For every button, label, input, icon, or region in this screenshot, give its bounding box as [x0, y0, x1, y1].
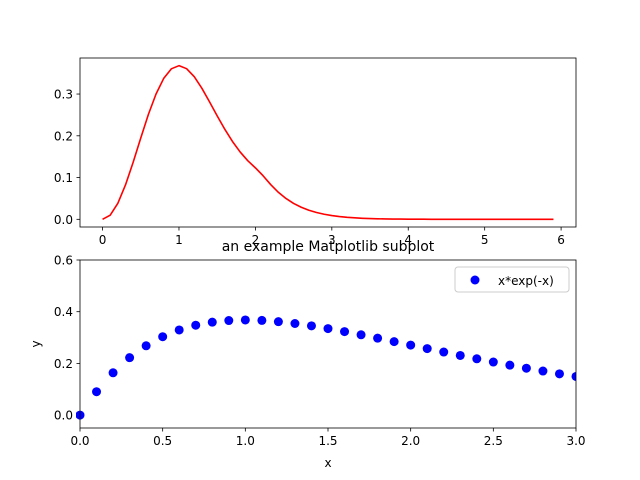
data-point	[257, 315, 267, 325]
data-point	[505, 360, 515, 370]
y-tick-label: 0.0	[54, 409, 73, 423]
data-point	[389, 337, 399, 347]
x-tick-label: 0.0	[70, 434, 89, 448]
x-tick-label: 2.0	[401, 434, 420, 448]
data-point	[554, 369, 564, 379]
y-axis-label: y	[29, 340, 43, 347]
data-point	[224, 316, 234, 326]
x-tick-label: 6	[557, 233, 565, 247]
x-tick-label: 4	[404, 233, 412, 247]
data-point	[340, 327, 350, 337]
data-point	[191, 320, 201, 330]
x-tick-label: 1	[175, 233, 183, 247]
legend-box	[454, 266, 570, 293]
x-tick-label: 0	[99, 233, 107, 247]
x-tick-label: 0.5	[153, 434, 172, 448]
data-point	[290, 319, 300, 328]
data-point	[488, 357, 498, 367]
bottom-scatter-chart: 0.0 0.5 1.0 1.5 2.0 2.5 3.0 0.0 0.2 0.4 0.6 an exa…	[29, 239, 586, 470]
data-point	[92, 387, 102, 397]
x-tick-label: 2.5	[484, 434, 503, 448]
data-point	[141, 341, 151, 351]
data-point	[373, 333, 383, 343]
legend-marker	[470, 275, 480, 285]
data-point	[472, 354, 482, 364]
legend-label: x*exp(-x)	[498, 274, 554, 288]
x-tick-label: 1.0	[236, 434, 255, 448]
y-tick-label: 0.2	[54, 129, 73, 143]
data-point	[521, 363, 531, 373]
data-point	[306, 321, 316, 331]
y-tick-label: 0.4	[54, 305, 73, 319]
y-tick-label: 0.2	[54, 357, 73, 371]
data-point	[158, 332, 168, 342]
x-tick-label: 2	[252, 233, 260, 247]
bottom-axes-frame	[79, 259, 577, 429]
x-tick-label: 3.0	[566, 434, 585, 448]
top-axes-frame	[79, 57, 577, 228]
data-point	[125, 353, 135, 363]
data-point	[240, 315, 250, 325]
data-point	[323, 324, 333, 334]
x-axis-label: x	[324, 456, 331, 470]
y-tick-label: 0.0	[54, 213, 73, 227]
data-point	[422, 344, 432, 354]
x-tick-label: 1.5	[318, 434, 337, 448]
data-point	[571, 371, 576, 381]
y-tick-label: 0.3	[54, 88, 73, 102]
y-tick-label: 0.6	[54, 254, 73, 268]
y-tick-label: 0.1	[54, 171, 73, 185]
chart-title: an example Matplotlib subplot	[222, 239, 435, 255]
legend: x*exp(-x)	[454, 266, 570, 293]
data-point	[207, 317, 217, 327]
line-series	[102, 64, 554, 221]
x-tick-label: 3	[328, 233, 336, 247]
top-plot-area	[80, 58, 576, 227]
data-point	[273, 317, 283, 327]
data-point	[538, 366, 548, 376]
data-point	[356, 330, 366, 340]
top-line-chart: 0 1 2 3 4 5 6 0.0 0.1 0.2 0.3	[54, 57, 577, 247]
data-point	[174, 325, 184, 335]
data-point	[108, 368, 118, 378]
data-point	[439, 347, 449, 357]
data-point	[406, 340, 416, 350]
x-tick-label: 5	[481, 233, 489, 247]
data-point	[455, 350, 465, 360]
